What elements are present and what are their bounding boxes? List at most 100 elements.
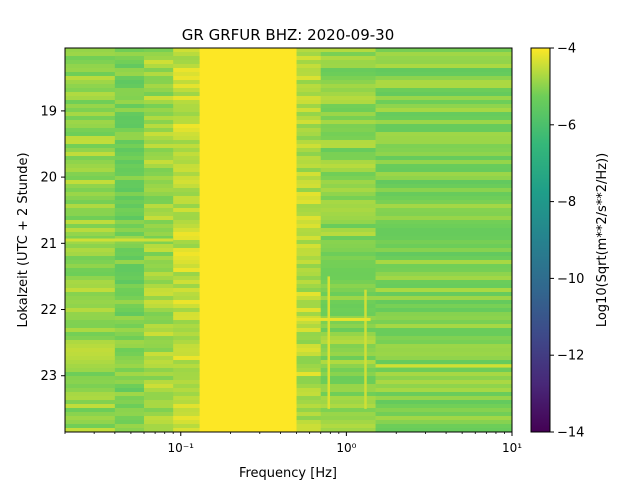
heatmap-cell-band-7 (375, 288, 513, 293)
heatmap-cell-band-2 (144, 268, 174, 273)
heatmap-cell-band-0 (65, 308, 116, 313)
heatmap-cell-band-5 (296, 236, 322, 241)
heatmap-cell-band-3 (173, 132, 201, 137)
heatmap-cell-band-7 (375, 148, 513, 153)
heatmap-cell-band-2 (144, 180, 174, 185)
heatmap-cell-band-0 (65, 288, 116, 293)
heatmap-cell-band-2 (144, 136, 174, 141)
heatmap-cell-band-0 (65, 180, 116, 185)
heatmap-cell-band-6 (320, 216, 376, 221)
heatmap-cell-band-5 (296, 284, 322, 289)
heatmap-cell-band-1 (114, 248, 145, 253)
heatmap-cell-band-5 (296, 144, 322, 149)
heatmap-cell-band-4 (199, 152, 297, 157)
heatmap-cell-band-7 (375, 160, 513, 165)
heatmap-cell-band-7 (375, 116, 513, 121)
heatmap-cell-band-0 (65, 244, 116, 249)
heatmap-cell-band-7 (375, 204, 513, 209)
heatmap-cell-band-0 (65, 188, 116, 193)
heatmap-cell-band-3 (173, 148, 201, 153)
heatmap-cell-band-7 (375, 316, 513, 321)
heatmap-cell-band-2 (144, 168, 174, 173)
heatmap-cell-band-0 (65, 220, 116, 225)
heatmap-cell-band-5 (296, 292, 322, 297)
heatmap-cell-band-5 (296, 428, 322, 433)
heatmap-cell-band-5 (296, 336, 322, 341)
heatmap-cell-band-0 (65, 124, 116, 129)
heatmap-cell-band-1 (114, 408, 145, 413)
heatmap-cell-band-0 (65, 364, 116, 369)
heatmap-cell-band-3 (173, 344, 201, 349)
x-tick-label: 10⁰ (336, 441, 356, 455)
heatmap-cell-band-3 (173, 88, 201, 93)
heatmap-cell-band-0 (65, 336, 116, 341)
heatmap-cell-band-6 (320, 352, 376, 357)
heatmap-cell-band-5 (296, 52, 322, 57)
heatmap-cell-band-6 (320, 260, 376, 265)
heatmap-cell-band-4 (199, 324, 297, 329)
heatmap-cell-band-6 (320, 384, 376, 389)
heatmap-cell-band-1 (114, 216, 145, 221)
colorbar-ticks: −4 −6 −8 −10 −12 −14 (550, 42, 584, 441)
y-axis-label: Lokalzeit (UTC + 2 Stunde) (16, 152, 31, 327)
heatmap-cell-band-6 (320, 324, 376, 329)
heatmap-cell-band-4 (199, 392, 297, 397)
heatmap-cell-band-6 (320, 340, 376, 345)
heatmap-cell-band-4 (199, 212, 297, 217)
heatmap-cell-band-0 (65, 104, 116, 109)
heatmap-cell-band-0 (65, 320, 116, 325)
heatmap-cell-band-0 (65, 212, 116, 217)
heatmap-cell-band-7 (375, 268, 513, 273)
heatmap-cell-band-5 (296, 416, 322, 421)
heatmap-cell-band-3 (173, 376, 201, 381)
heatmap-cell-band-7 (375, 380, 513, 385)
heatmap-cell-band-7 (375, 276, 513, 281)
heatmap-cell-band-3 (173, 244, 201, 249)
heatmap-cell-band-7 (375, 120, 513, 125)
heatmap-cell-band-5 (296, 200, 322, 205)
heatmap-cell-band-4 (199, 236, 297, 241)
heatmap-cell-band-4 (199, 292, 297, 297)
heatmap-cell-band-6 (320, 52, 376, 57)
heatmap-cell-band-5 (296, 312, 322, 317)
heatmap-cell-band-7 (375, 72, 513, 77)
heatmap-cell-band-2 (144, 404, 174, 409)
heatmap-cell-band-7 (375, 248, 513, 253)
heatmap-cell-band-1 (114, 188, 145, 193)
heatmap-cell-band-5 (296, 420, 322, 425)
heatmap-cell-band-5 (296, 256, 322, 261)
heatmap-cell-band-1 (114, 204, 145, 209)
heatmap-cell-band-1 (114, 424, 145, 429)
heatmap-cell-band-7 (375, 424, 513, 429)
heatmap-cell-band-7 (375, 80, 513, 85)
heatmap-cell-band-5 (296, 96, 322, 101)
heatmap-cell-band-1 (114, 344, 145, 349)
heatmap-cell-band-0 (65, 412, 116, 417)
heatmap-cell-band-1 (114, 160, 145, 165)
heatmap-cell-band-4 (199, 284, 297, 289)
heatmap-cell-band-1 (114, 104, 145, 109)
heatmap-cell-band-1 (114, 60, 145, 65)
heatmap-cell-band-0 (65, 184, 116, 189)
heatmap-cell-band-6 (320, 268, 376, 273)
heatmap-cell-band-6 (320, 296, 376, 301)
heatmap-cell-band-0 (65, 200, 116, 205)
heatmap-cell-band-2 (144, 284, 174, 289)
heatmap-cell-band-7 (375, 348, 513, 353)
heatmap-cell-band-4 (199, 344, 297, 349)
heatmap-cell-band-3 (173, 400, 201, 405)
heatmap-cell-band-3 (173, 396, 201, 401)
heatmap-cell-band-4 (199, 52, 297, 57)
heatmap-cell-band-7 (375, 308, 513, 313)
heatmap-cell-band-4 (199, 316, 297, 321)
heatmap-cell-band-3 (173, 324, 201, 329)
heatmap-cell-band-5 (296, 108, 322, 113)
heatmap-cell-band-6 (320, 48, 376, 53)
heatmap-cell-band-6 (320, 400, 376, 405)
heatmap-cell-band-5 (296, 228, 322, 233)
heatmap-cell-band-1 (114, 172, 145, 177)
heatmap-cell-band-1 (114, 328, 145, 333)
heatmap-cell-band-1 (114, 200, 145, 205)
plot-frame (64, 47, 513, 433)
heatmap-cell-band-3 (173, 412, 201, 417)
